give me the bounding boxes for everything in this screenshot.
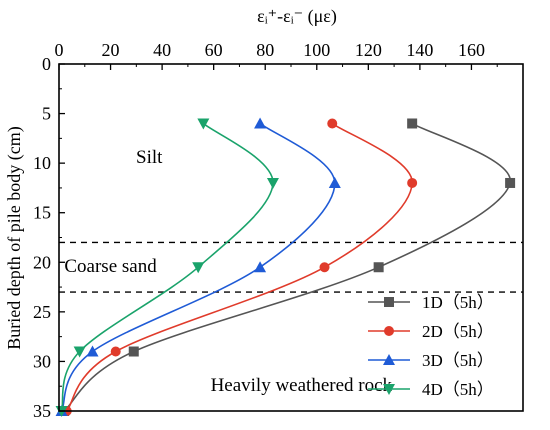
layer-boundaries [59,241,523,293]
x-tick-label: 120 [355,40,382,60]
series-line-2 [66,122,414,412]
data-point-3 [254,117,267,129]
y-tick-label: 15 [33,203,51,223]
y-tick-label: 0 [42,54,51,74]
x-tick-label: 20 [102,40,120,60]
legend-marker-4 [383,384,395,395]
legend: 1D（5h） 2D（5h） 3D（5h） 4D（5h） [368,293,494,399]
x-tick-label: 0 [55,40,64,60]
y-tick-label: 25 [33,302,51,322]
data-point-4 [197,118,210,130]
data-point-2 [407,177,418,188]
y-tick-label: 30 [33,351,51,371]
x-tick-label: 140 [406,40,433,60]
legend-label-1: 1D（5h） [422,293,494,312]
data-point-2 [327,118,338,129]
legend-marker-1 [384,297,394,307]
y-tick-label: 20 [33,252,51,272]
data-point-4 [73,346,86,358]
axis-tick-labels: 0 20 40 60 80 100 120 140 160 0 5 10 15 20 25 30 35 [33,40,485,421]
y-tick-label: 10 [33,153,51,173]
soil-layer-label: Heavily weathered rock [211,375,393,396]
legend-label-3: 3D（5h） [422,351,494,370]
axis-ticks [58,63,498,412]
x-axis-title: εᵢ⁺-εᵢ⁻ (με) [257,6,337,27]
legend-label-2: 2D（5h） [422,322,494,341]
data-point-4 [192,262,205,274]
data-point-1 [407,118,418,129]
y-tick-label: 5 [42,104,51,124]
data-point-4 [266,177,279,189]
data-point-3 [254,261,267,273]
x-tick-label: 160 [458,40,485,60]
data-point-3 [86,345,99,357]
legend-marker-2 [384,326,394,336]
y-axis-title: Buried depth of pile body (cm) [4,126,25,349]
data-point-3 [328,176,341,188]
legend-marker-3 [383,354,395,365]
data-point-1 [128,346,139,357]
soil-layer-label: Coarse sand [64,256,157,277]
data-point-2 [319,262,330,273]
soil-layer-label: Silt [136,147,163,168]
data-point-2 [110,346,121,357]
x-tick-label: 80 [256,40,274,60]
y-tick-label: 35 [33,401,51,421]
x-tick-label: 100 [303,40,330,60]
x-tick-label: 40 [153,40,171,60]
data-point-1 [505,177,516,188]
x-tick-label: 60 [205,40,223,60]
data-point-1 [373,262,384,273]
soil-layer-annotations: Silt Coarse sand Heavily weathered rock [64,147,392,396]
legend-label-4: 4D（5h） [422,380,494,399]
series-markers [55,117,516,417]
